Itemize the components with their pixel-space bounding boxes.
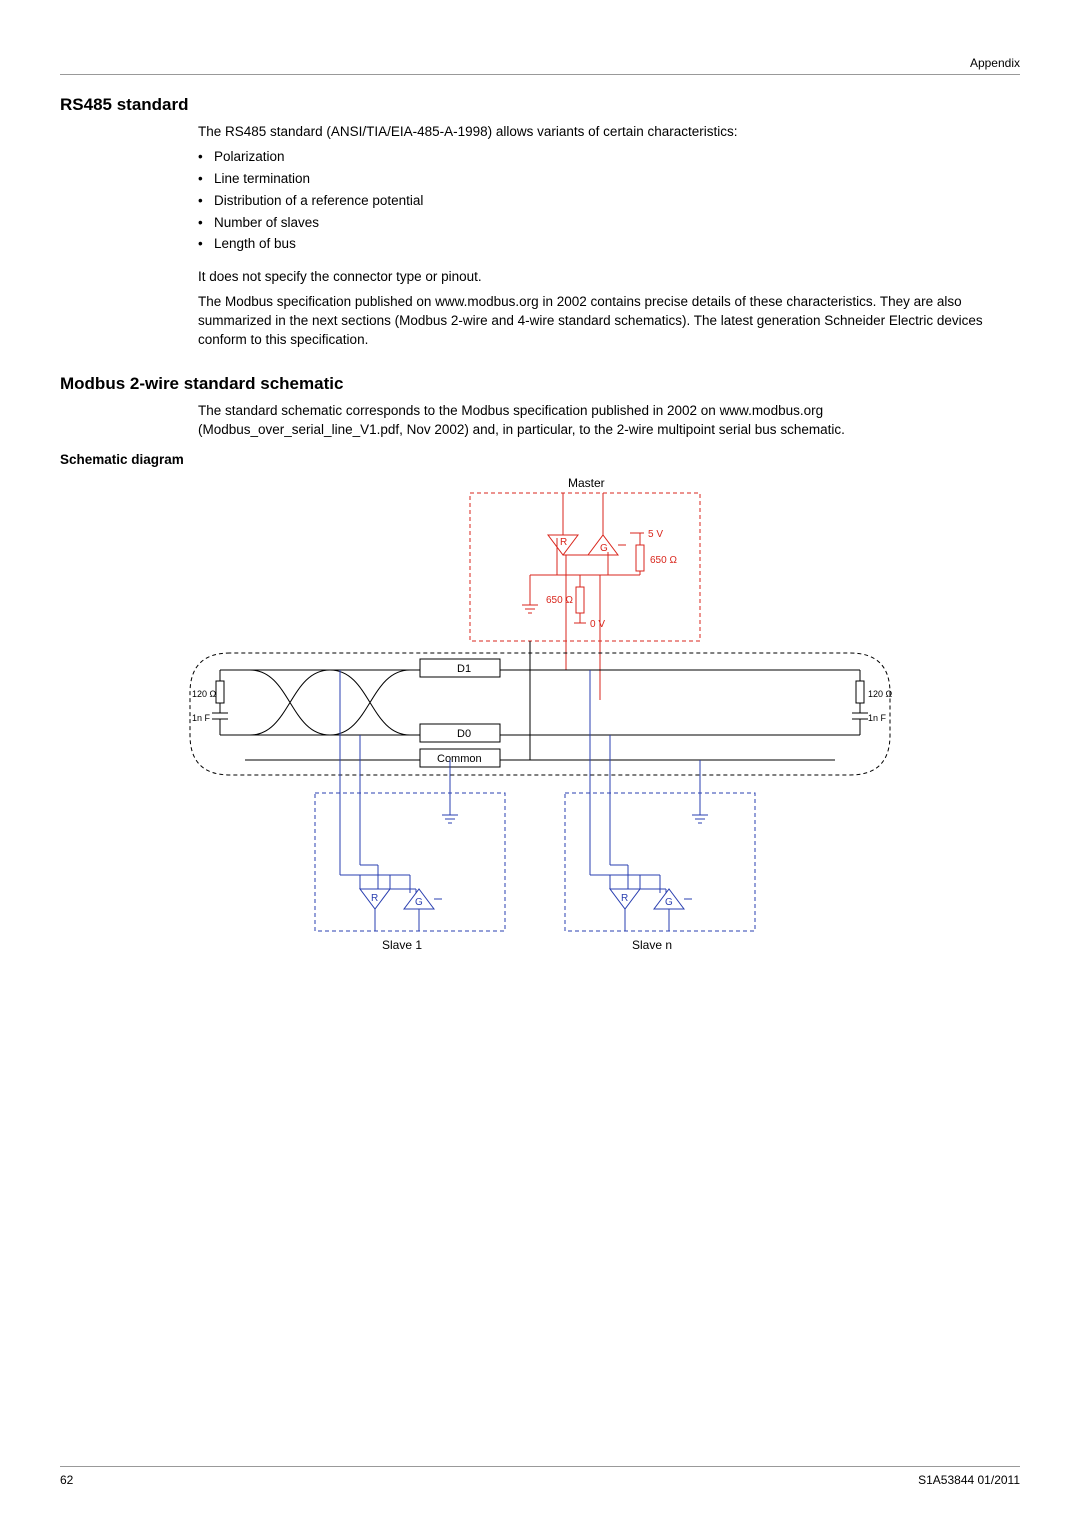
svg-text:R: R bbox=[621, 893, 628, 904]
svg-text:D1: D1 bbox=[457, 663, 471, 675]
svg-text:5 V: 5 V bbox=[648, 529, 663, 540]
svg-text:G: G bbox=[665, 897, 673, 908]
top-rule bbox=[60, 74, 1020, 75]
rs485-p3: The Modbus specification published on ww… bbox=[198, 293, 1020, 350]
svg-text:1n F: 1n F bbox=[868, 713, 887, 723]
svg-text:Slave n: Slave n bbox=[632, 938, 672, 952]
svg-text:1n F: 1n F bbox=[192, 713, 211, 723]
svg-text:120 Ω: 120 Ω bbox=[192, 689, 217, 699]
svg-text:D0: D0 bbox=[457, 728, 471, 740]
modbus-2wire-intro: The standard schematic corresponds to th… bbox=[198, 402, 1020, 440]
list-item: Line termination bbox=[198, 170, 1020, 189]
svg-text:650 Ω: 650 Ω bbox=[650, 555, 677, 566]
svg-text:G: G bbox=[600, 543, 608, 554]
svg-text:R: R bbox=[371, 893, 378, 904]
list-item: Distribution of a reference potential bbox=[198, 192, 1020, 211]
svg-text:Common: Common bbox=[437, 753, 482, 765]
header-section-label: Appendix bbox=[60, 56, 1020, 70]
list-item: Length of bus bbox=[198, 235, 1020, 254]
rs485-heading: RS485 standard bbox=[60, 95, 1020, 115]
page-number: 62 bbox=[60, 1473, 73, 1487]
rs485-intro: The RS485 standard (ANSI/TIA/EIA-485-A-1… bbox=[198, 123, 1020, 142]
schematic-svg: Master R G 5 V 650 Ω 650 Ω 0 V bbox=[60, 475, 1020, 975]
svg-text:Slave 1: Slave 1 bbox=[382, 938, 422, 952]
modbus-2wire-heading: Modbus 2-wire standard schematic bbox=[60, 374, 1020, 394]
list-item: Number of slaves bbox=[198, 214, 1020, 233]
rs485-bullet-list: Polarization Line termination Distributi… bbox=[198, 148, 1020, 254]
svg-text:R: R bbox=[560, 537, 567, 548]
page-footer: 62 S1A53844 01/2011 bbox=[60, 1466, 1020, 1487]
rs485-p2: It does not specify the connector type o… bbox=[198, 268, 1020, 287]
doc-reference: S1A53844 01/2011 bbox=[918, 1473, 1020, 1487]
list-item: Polarization bbox=[198, 148, 1020, 167]
svg-text:650 Ω: 650 Ω bbox=[546, 595, 573, 606]
svg-text:Master: Master bbox=[568, 476, 605, 490]
svg-text:G: G bbox=[415, 897, 423, 908]
schematic-subheading: Schematic diagram bbox=[60, 452, 1020, 467]
schematic-diagram: Master R G 5 V 650 Ω 650 Ω 0 V bbox=[60, 475, 1020, 975]
svg-text:120 Ω: 120 Ω bbox=[868, 689, 893, 699]
svg-text:0 V: 0 V bbox=[590, 619, 605, 630]
